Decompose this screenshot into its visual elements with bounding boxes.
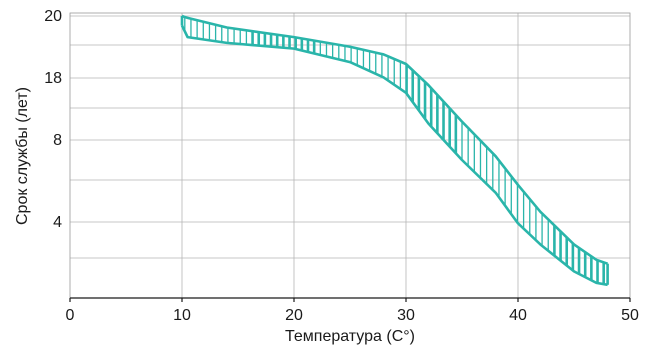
x-tick-label-50: 50: [621, 307, 639, 324]
grid: [70, 13, 630, 298]
x-tick-label-20: 20: [285, 307, 303, 324]
y-axis-title: Срок службы (лет): [14, 87, 31, 225]
x-tick-label-40: 40: [509, 307, 527, 324]
y-tick-label-18: 18: [44, 70, 62, 87]
y-tick-label-4: 4: [53, 214, 62, 231]
band-group: [180, 14, 609, 287]
x-tick-label-10: 10: [173, 307, 191, 324]
plot-frame: [69, 12, 631, 299]
x-ticks: 0 10 20 30 40 50: [66, 298, 639, 324]
y-tick-label-8: 8: [53, 132, 62, 149]
x-axis-title: Температура (С°): [285, 328, 415, 345]
band-upper-line: [181, 14, 609, 265]
x-tick-label-30: 30: [397, 307, 415, 324]
y-tick-label-20: 20: [44, 8, 62, 25]
band-lower-line: [180, 25, 608, 287]
y-ticks: 4 8 18 20: [44, 8, 62, 231]
x-tick-label-0: 0: [66, 307, 75, 324]
